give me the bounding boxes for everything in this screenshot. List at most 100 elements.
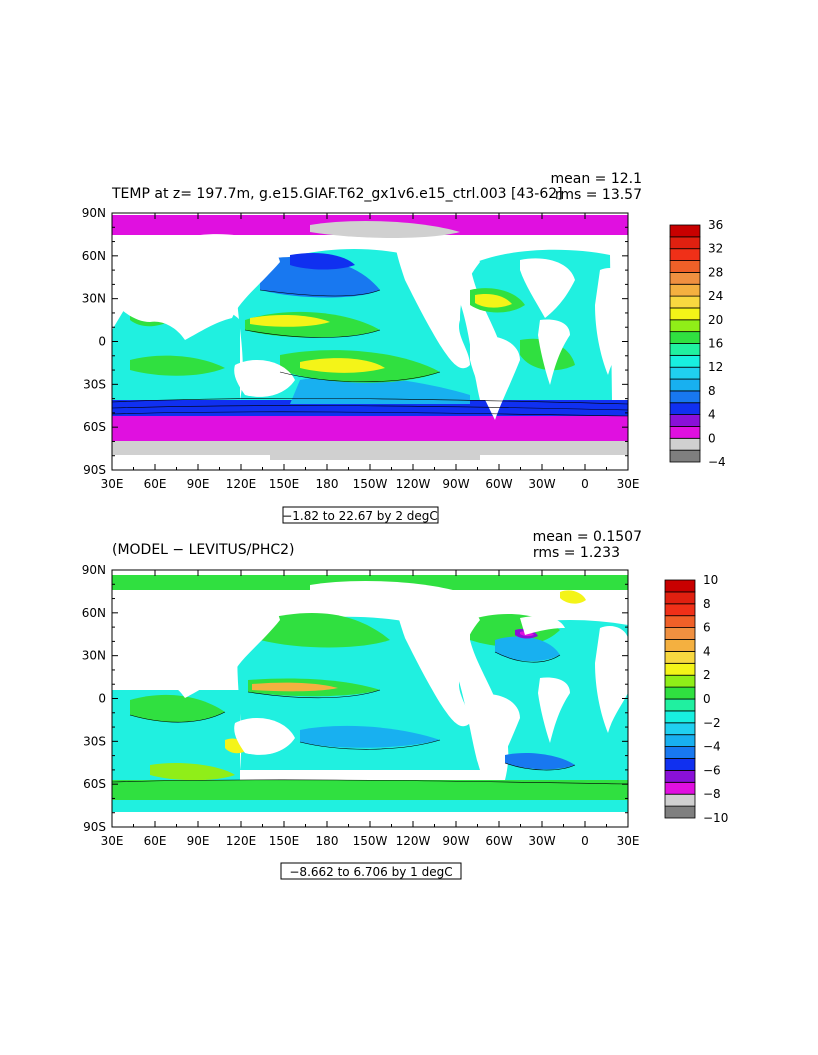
panel-diff-x-ticks: 30E 60E 90E 120E 150E 180 150W 120W 90W 60W 30W 0 30… [101, 570, 640, 848]
panel-temp-colorbar-label: 32 [708, 242, 723, 256]
panel-diff-y-tick-label: 90N [82, 563, 106, 577]
panel-diff-x-tick-label: 150E [269, 834, 300, 848]
panel-temp-colorbar-swatch [669, 414, 701, 427]
panel-diff-colorbar-swatch [664, 579, 696, 593]
panel-temp-colorbar-swatch [669, 354, 701, 368]
panel-temp-colorbar-swatch [669, 437, 701, 451]
panel-diff-colorbar-label: 6 [703, 621, 711, 635]
panel-diff-colorbar-swatch [664, 734, 696, 748]
panel-temp-colorbar-label: 28 [708, 265, 723, 279]
panel-diff-stat-mean: mean = 0.1507 [533, 529, 642, 545]
panel-temp-colorbar-swatch [669, 236, 701, 250]
panel-temp-colorbar-swatch [669, 271, 701, 285]
panel-temp-x-tick-label: 30E [617, 477, 640, 491]
panel-temp-x-tick-label: 120E [226, 477, 257, 491]
panel-temp-colorbar-label: 20 [708, 313, 723, 327]
panel-diff-colorbar-swatch [664, 770, 696, 783]
panel-temp-x-tick-label: 90E [187, 477, 210, 491]
panel-temp-colorbar-label: 16 [708, 337, 723, 351]
panel-temp-colorbar-label: −4 [708, 455, 726, 469]
panel-temp-colorbar-swatch [669, 260, 701, 273]
panel-temp-range-label: −1.82 to 22.67 by 2 degC [282, 509, 438, 523]
panel-temp-map [111, 213, 629, 470]
panel-diff-colorbar-label: 2 [703, 668, 711, 682]
panel-temp-title: TEMP at z= 197.7m, g.e15.GIAF.T62_gx1v6.… [111, 186, 563, 202]
panel-diff-x-tick-label: 0 [581, 834, 589, 848]
panel-diff-colorbar-swatch [664, 793, 696, 807]
panel-temp-colorbar-swatch [669, 378, 701, 392]
panel-temp-colorbar-label: 24 [708, 289, 723, 303]
panel-temp-x-tick-label: 180 [316, 477, 339, 491]
panel-temp-colorbar-swatch [669, 402, 701, 416]
panel-temp-colorbar-swatch [669, 307, 701, 321]
panel-diff-colorbar-label: 4 [703, 644, 711, 658]
panel-diff-x-tick-label: 150W [353, 834, 388, 848]
panel-temp-colorbar-label: 0 [708, 431, 716, 445]
panel-diff-x-tick-label: 90W [442, 834, 469, 848]
panel-temp-x-tick-label: 60W [485, 477, 512, 491]
panel-diff-colorbar: 10 8 6 4 2 0 −2 −4 −6 −8 −10 [664, 573, 728, 825]
panel-temp-colorbar-swatch [669, 331, 701, 344]
panel-diff-colorbar-label: 0 [703, 692, 711, 706]
panel-diff-colorbar-swatch [664, 603, 696, 617]
panel-temp-x-ticks: 30E 60E 90E 120E 150E 180 150W 120W 90W 60W 30W 0 30… [101, 213, 640, 491]
panel-diff-colorbar-label: −2 [703, 716, 721, 730]
panel-temp-x-tick-label: 150W [353, 477, 388, 491]
panel-diff-colorbar-swatch [664, 698, 696, 712]
panel-temp-colorbar-label: 8 [708, 384, 716, 398]
panel-diff-colorbar-label: −6 [703, 763, 721, 777]
panel-diff-x-tick-label: 180 [316, 834, 339, 848]
panel-temp-colorbar-swatch [669, 366, 701, 380]
panel-temp-range-box [282, 506, 439, 524]
panel-diff-y-tick-label: 30S [83, 734, 106, 748]
panel-diff-x-tick-label: 90E [187, 834, 210, 848]
panel-temp-colorbar-swatch [669, 390, 701, 404]
panel-temp-y-tick-label: 60N [82, 249, 106, 263]
panel-diff-x-tick-label: 30E [617, 834, 640, 848]
panel-temp-colorbar-label: 12 [708, 360, 723, 374]
panel-temp-colorbar-swatch [669, 295, 701, 309]
panel-diff-colorbar-swatch [664, 627, 696, 640]
panel-diff: mean = 0.1507 rms = 1.233 (MODEL − LEVIT… [82, 529, 728, 880]
panel-temp-colorbar: 36 32 28 24 20 16 12 8 4 0 −4 [669, 218, 726, 469]
panel-diff-y-tick-label: 0 [98, 692, 106, 706]
panel-temp-y-tick-label: 0 [98, 335, 106, 349]
panel-diff-map [111, 570, 629, 827]
panel-diff-colorbar-label: −10 [703, 811, 728, 825]
panel-diff-x-tick-label: 30E [101, 834, 124, 848]
panel-temp-colorbar-swatch [669, 449, 701, 463]
panel-diff-y-tick-label: 90S [83, 820, 106, 834]
panel-diff-y-tick-label: 60N [82, 606, 106, 620]
panel-temp-y-tick-label: 30S [83, 377, 106, 391]
panel-diff-colorbar-label: −4 [703, 740, 721, 754]
panel-diff-colorbar-swatch [664, 710, 696, 724]
panel-temp-colorbar-swatch [669, 248, 701, 261]
panel-diff-colorbar-label: 10 [703, 573, 718, 587]
panel-diff-title: (MODEL − LEVITUS/PHC2) [112, 542, 295, 558]
panel-temp-x-tick-label: 60E [144, 477, 167, 491]
panel-diff-range-box [280, 862, 462, 880]
panel-temp-colorbar-swatch [669, 224, 701, 238]
panel-diff-colorbar-swatch [664, 639, 696, 652]
panel-temp-stat-rms: rms = 13.57 [555, 187, 642, 203]
panel-temp-colorbar-label: 4 [708, 408, 716, 422]
panel-diff-colorbar-swatch [664, 674, 696, 688]
panel-diff-range-label: −8.662 to 6.706 by 1 degC [289, 865, 452, 879]
panel-diff-y-ticks: 90N 60N 30N 0 30S 60S 90S [82, 563, 628, 834]
panel-diff-x-tick-label: 120E [226, 834, 257, 848]
panel-diff-colorbar-swatch [664, 686, 696, 700]
panel-temp-y-tick-label: 90S [83, 463, 106, 477]
panel-temp-x-tick-label: 150E [269, 477, 300, 491]
panel-temp-y-tick-label: 60S [83, 420, 106, 434]
panel-temp-y-ticks: 90N 60N 30N 0 30S 60S 90S [82, 206, 628, 477]
panel-temp: mean = 12.1 rms = 13.57 TEMP at z= 197.7… [82, 171, 726, 524]
panel-temp-x-tick-label: 0 [581, 477, 589, 491]
panel-temp-x-tick-label: 30E [101, 477, 124, 491]
panel-diff-colorbar-swatch [664, 662, 696, 676]
panel-diff-y-tick-label: 30N [82, 649, 106, 663]
panel-temp-colorbar-swatch [669, 319, 701, 333]
panel-diff-colorbar-swatch [664, 746, 696, 759]
panel-temp-x-tick-label: 120W [396, 477, 431, 491]
panel-diff-colorbar-swatch [664, 805, 696, 819]
